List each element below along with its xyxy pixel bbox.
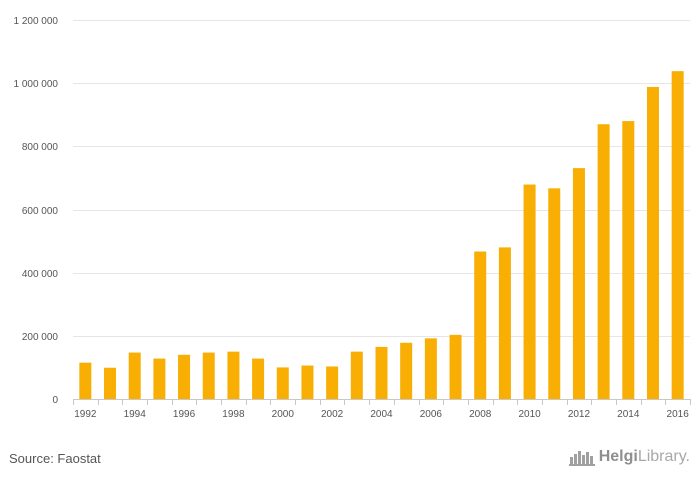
x-tick-label: 2004	[370, 409, 393, 420]
x-tick-label: 1998	[222, 409, 245, 420]
x-tick-label: 2012	[568, 409, 591, 420]
y-axis-tick-labels: 0 200 000 400 000 600 000 800 000 1 000 000 1 …	[14, 16, 59, 406]
bar-chart: 0 200 000 400 000 600 000 800 000 1 000 000 1 …	[14, 16, 691, 420]
x-tick-label: 2008	[469, 409, 492, 420]
bar-2011	[548, 188, 561, 399]
x-tick-label: 1996	[173, 409, 196, 420]
bars	[79, 71, 684, 400]
bar-2009	[498, 247, 511, 399]
brand-name-light: Library.	[637, 448, 690, 465]
bar-2014	[622, 121, 635, 399]
x-tick-label: 2002	[321, 409, 344, 420]
bar-2006	[424, 338, 437, 399]
bar-2010	[523, 184, 536, 399]
bar-2002	[326, 366, 339, 399]
bar-2008	[474, 251, 487, 399]
bar-1996	[178, 354, 191, 399]
bar-2004	[375, 346, 388, 399]
bar-1993	[104, 367, 117, 399]
x-axis-ticks: 1992 1994 1996 1998 2000 2002 2004 2006 2008 2010…	[73, 399, 691, 420]
bar-1997	[202, 352, 215, 399]
helgi-library-logo: Helgi Library.	[568, 448, 690, 466]
bar-1998	[227, 351, 240, 400]
bar-2005	[400, 342, 413, 399]
bar-1992	[79, 362, 92, 399]
y-tick-label: 200 000	[22, 332, 59, 343]
y-tick-label: 1 200 000	[14, 16, 59, 27]
y-tick-label: 400 000	[22, 269, 59, 280]
bar-2001	[301, 365, 314, 399]
bar-2000	[276, 367, 289, 399]
y-tick-label: 0	[52, 395, 58, 406]
bar-2015	[646, 86, 659, 400]
gridlines	[73, 20, 690, 337]
y-tick-label: 1 000 000	[14, 79, 59, 90]
bar-2003	[350, 351, 363, 400]
bar-2012	[572, 168, 585, 399]
brand-name-strong: Helgi	[598, 448, 638, 465]
bar-2007	[449, 334, 462, 399]
x-tick-label: 1994	[124, 409, 147, 420]
bar-1999	[252, 358, 265, 399]
x-tick-label: 2014	[617, 409, 640, 420]
city-skyline-icon	[568, 451, 595, 466]
x-tick-label: 2006	[420, 409, 443, 420]
bar-1994	[128, 352, 141, 399]
bar-2016	[671, 71, 684, 400]
x-tick-label: 1992	[74, 409, 97, 420]
x-tick-label: 2000	[272, 409, 295, 420]
x-tick-label: 2016	[667, 409, 690, 420]
bar-2013	[597, 124, 610, 399]
x-tick-label: 2010	[518, 409, 541, 420]
y-tick-label: 600 000	[22, 206, 59, 217]
source-note: Source: Faostat	[9, 451, 101, 466]
y-tick-label: 800 000	[22, 142, 59, 153]
bar-1995	[153, 358, 166, 399]
